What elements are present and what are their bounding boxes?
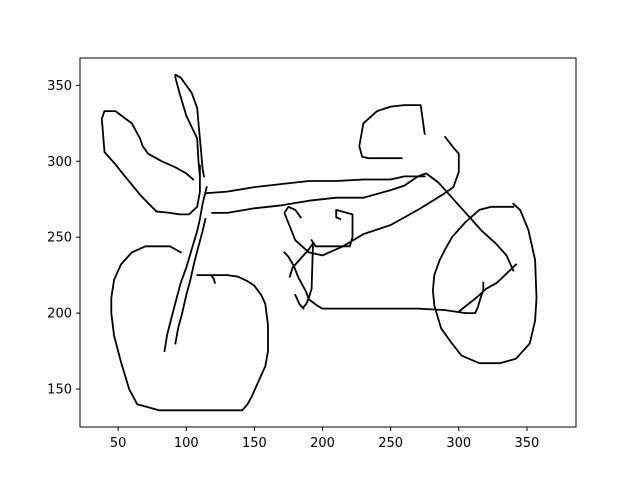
y-tick-label: 350 bbox=[47, 79, 72, 94]
x-tick-label: 350 bbox=[515, 436, 540, 451]
x-tick-label: 150 bbox=[242, 436, 267, 451]
x-tick-label: 200 bbox=[310, 436, 335, 451]
plot-background bbox=[80, 58, 576, 427]
x-tick-label: 50 bbox=[110, 436, 127, 451]
x-axis: 50 100 150 200 250 300 350 bbox=[110, 427, 539, 451]
x-tick-label: 300 bbox=[446, 436, 471, 451]
y-tick-label: 150 bbox=[47, 383, 72, 398]
y-tick-label: 300 bbox=[47, 155, 72, 170]
y-axis: 150 200 250 300 350 bbox=[47, 79, 80, 398]
x-tick-label: 100 bbox=[174, 436, 199, 451]
x-tick-label: 250 bbox=[378, 436, 403, 451]
y-tick-label: 200 bbox=[47, 307, 72, 322]
y-tick-label: 250 bbox=[47, 231, 72, 246]
